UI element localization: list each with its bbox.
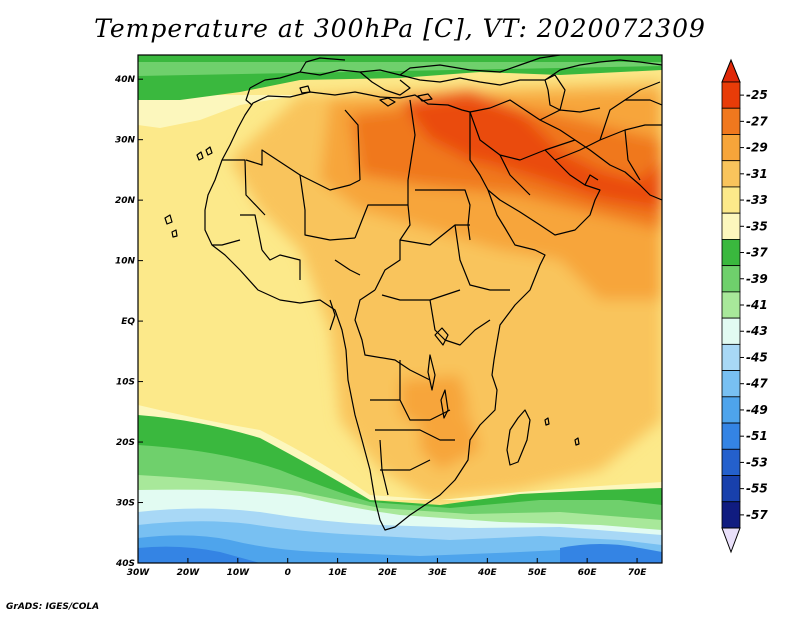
colorbar-swatch	[721, 239, 741, 267]
map-frame	[137, 54, 663, 564]
map-title: Temperature at 300hPa [C], VT: 202007230…	[94, 14, 706, 43]
colorbar-label: -39	[746, 272, 768, 286]
lat-label: 40N	[114, 75, 136, 85]
colorbar-label: -57	[746, 508, 768, 522]
lon-label: 20W	[177, 568, 201, 578]
colorbar-swatch	[721, 370, 741, 398]
colorbar-label: -51	[746, 429, 768, 443]
lon-label: 10W	[227, 568, 251, 578]
colorbar-label: -29	[746, 141, 768, 155]
lon-label: 30E	[428, 568, 448, 578]
colorbar-swatch	[721, 475, 741, 503]
colorbar-swatch	[721, 291, 741, 319]
colorbar-swatch	[721, 265, 741, 293]
lon-label: 70E	[628, 568, 648, 578]
lat-label: 10S	[116, 378, 135, 388]
colorbar-swatch	[721, 107, 741, 135]
lat-label: 30S	[116, 499, 135, 509]
colorbar-label: -45	[746, 350, 768, 364]
lon-label: 0	[285, 568, 291, 578]
coastlines	[164, 55, 662, 531]
colorbar-label: -37	[746, 246, 768, 260]
lon-label: 60E	[578, 568, 598, 578]
credit-text: GrADS: IGES/COLA	[6, 602, 100, 612]
colorbar-label: -43	[746, 324, 768, 338]
colorbar-label: -49	[746, 403, 768, 417]
lat-label: 10N	[115, 257, 136, 267]
colorbar-swatch	[721, 186, 741, 214]
colorbar-label: -47	[746, 377, 768, 391]
lat-label: 20N	[115, 196, 136, 206]
temperature-field	[138, 55, 662, 563]
colorbar-swatch	[721, 160, 741, 188]
lat-label: 20S	[116, 438, 135, 448]
colorbar-swatch	[721, 396, 741, 424]
colorbar-label: -33	[746, 193, 768, 207]
colorbar-bottom-cap	[721, 527, 741, 554]
colorbar-swatch	[721, 343, 741, 371]
colorbar-swatch	[721, 212, 741, 240]
colorbar-swatch	[721, 317, 741, 345]
colorbar-label: -27	[746, 114, 768, 128]
colorbar-swatch	[721, 448, 741, 476]
lat-label: 30N	[115, 136, 136, 146]
lon-label: 10E	[328, 568, 348, 578]
colorbar-swatch	[721, 81, 741, 109]
lon-label: 20E	[378, 568, 398, 578]
lat-label: 40S	[115, 559, 135, 569]
colorbar-swatch	[721, 422, 741, 450]
colorbar-top-cap	[721, 58, 741, 83]
colorbar-label: -53	[746, 455, 768, 469]
colorbar-label: -35	[746, 219, 768, 233]
colorbar-swatch	[721, 501, 741, 529]
colorbar: -25 -27 -29 -31 -33 -35 -37 -39 -41 -43 -45 -47 -49 -…	[721, 58, 768, 554]
colorbar-label: -55	[746, 482, 768, 496]
colorbar-label: -41	[746, 298, 768, 312]
lat-label: EQ	[121, 317, 135, 327]
lon-label: 40E	[477, 568, 498, 578]
colorbar-swatch	[721, 134, 741, 162]
colorbar-label: -31	[746, 167, 768, 181]
lon-label: 50E	[528, 568, 548, 578]
colorbar-label: -25	[746, 88, 768, 102]
lon-label: 30W	[127, 568, 151, 578]
